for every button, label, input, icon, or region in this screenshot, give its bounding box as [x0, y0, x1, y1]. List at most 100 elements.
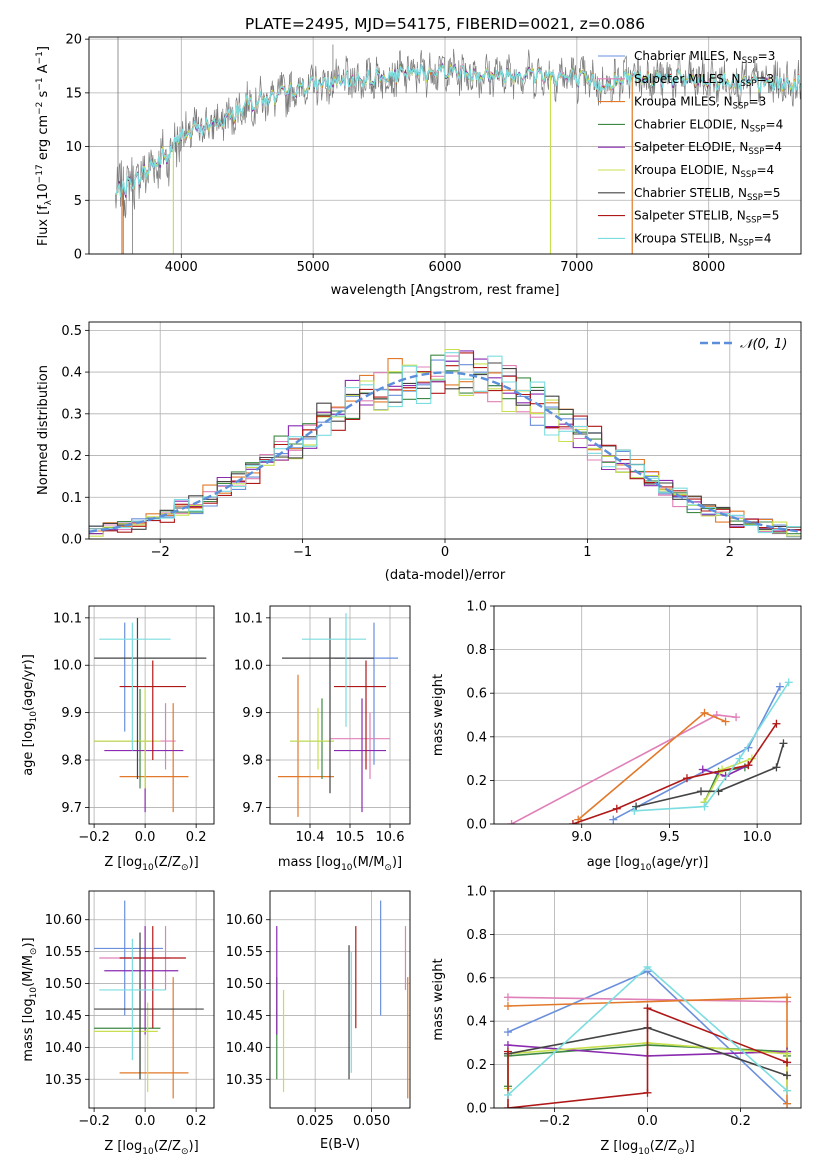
errorbar-point: [119, 703, 189, 813]
errorbar-point: [94, 688, 161, 789]
legend-gaussian-label: 𝒩(0, 1): [740, 337, 787, 352]
legend-subscript: SSP: [748, 147, 764, 157]
x-tick-label: 10.5: [336, 830, 365, 845]
x-tick-label: 0.2: [186, 830, 207, 845]
mass-weight-vs-metallicity-plot: −0.2 0.0 0.2 0.0 0.2 0.4 0.6 0.8 1.0 Z [log10(Z/Z…: [431, 885, 802, 1157]
errorbar-point: [104, 926, 179, 1035]
y-tick-label: 9.9: [61, 706, 82, 721]
mass-weight-marker: [783, 1058, 792, 1067]
mass-weight-marker: [503, 1090, 512, 1099]
plot-area: [276, 900, 409, 1099]
label-part: mass [log: [278, 855, 341, 870]
model-spectrum-line: [114, 63, 801, 198]
x-tick-label: 0.050: [353, 1114, 390, 1129]
label-part: 10: [29, 987, 39, 999]
legend-label: Chabrier MILES, NSSP=3: [634, 49, 775, 66]
label-part: 10: [142, 863, 154, 873]
y-tick-label: 10.50: [226, 977, 263, 992]
mass-weight-marker: [503, 993, 512, 1002]
y-axis-label: mass weight: [431, 958, 446, 1040]
age-vs-metallicity-plot: −0.2 0.0 0.29.79.89.910.010.1Z [log10(Z/Z⊙…: [21, 605, 215, 873]
label-part: (M/M: [21, 955, 36, 987]
label-part: )]: [189, 1139, 199, 1154]
axes-frame: [88, 890, 215, 1109]
y-tick-label: 10.45: [45, 1009, 82, 1024]
y-tick-label: 0.0: [61, 533, 82, 548]
y-tick-label: 9.8: [61, 754, 82, 769]
label-part: Z [log: [104, 1139, 142, 1154]
label-part: (M/M: [353, 855, 385, 870]
figure-title: PLATE=2495, MJD=54175, FIBERID=0021, z=0…: [245, 15, 645, 33]
label-part: age [log: [587, 855, 640, 870]
y-tick-label: 0.4: [466, 1015, 487, 1030]
mass-weight-marker: [700, 802, 709, 811]
y-tick-label: 0.0: [466, 1102, 487, 1117]
y-tick-label: 0.2: [466, 774, 487, 789]
label-part: ⊙: [384, 863, 392, 873]
legend-label: Kroupa MILES, NSSP=3: [634, 95, 766, 112]
x-tick-label: −2: [151, 545, 170, 560]
label-part: −17: [35, 164, 45, 183]
mass-weight-marker: [735, 754, 744, 763]
mass-weight-marker: [744, 761, 753, 770]
label-part: ⊙: [181, 1147, 189, 1157]
mass-weight-marker: [772, 763, 781, 772]
mass-weight-marker: [783, 993, 792, 1002]
label-part: (Z/Z: [650, 1139, 677, 1154]
x-tick-label: −0.2: [539, 1114, 571, 1129]
grid-lines: [89, 891, 214, 1108]
legend-subscript: SSP: [742, 56, 758, 66]
y-tick-label: 9.9: [242, 706, 263, 721]
errorbar-point: [119, 660, 186, 761]
errorbar-point: [99, 938, 166, 1061]
legend-name: Kroupa ELODIE, N: [634, 163, 741, 177]
mass-weight-marker: [721, 717, 730, 726]
legend-subscript: SSP: [747, 193, 763, 203]
y-tick-label: 10.45: [226, 1009, 263, 1024]
x-axis-label: mass [log10(M/M⊙)]: [278, 855, 402, 873]
x-axis-label: wavelength [Angstrom, rest frame]: [331, 283, 560, 298]
y-tick-label: 0.8: [466, 928, 487, 943]
y-tick-label: 0.8: [466, 643, 487, 658]
y-tick-label: 10.60: [226, 913, 263, 928]
plot-area: [278, 613, 398, 817]
label-part: 10: [341, 863, 353, 873]
axes-frame: [88, 321, 802, 540]
mass-weight-marker: [632, 802, 641, 811]
label-part: −1: [35, 51, 45, 64]
label-part: 10: [29, 711, 39, 723]
y-tick-label: 10.0: [234, 659, 263, 674]
y-tick-label: 0.2: [61, 449, 82, 464]
legend-subscript: SSP: [733, 102, 749, 112]
x-tick-label: 0.0: [135, 1114, 156, 1129]
errorbar-point: [94, 932, 204, 1080]
legend-label: Chabrier ELODIE, NSSP=4: [634, 117, 783, 134]
y-tick-label: 0.3: [61, 407, 82, 422]
mass-weight-marker: [568, 820, 577, 824]
mass-weight-marker: [503, 1047, 512, 1056]
label-part: A: [36, 64, 51, 77]
axes-frame: [269, 605, 411, 825]
legend-value: =4: [764, 140, 782, 154]
legend-label: Salpeter ELODIE, NSSP=4: [634, 140, 782, 157]
x-tick-label: 10.4: [296, 830, 325, 845]
errorbar-point: [94, 703, 176, 770]
legend-name: Chabrier ELODIE, N: [634, 117, 750, 131]
y-tick-label: 0.4: [466, 730, 487, 745]
errorbar-point: [119, 977, 189, 1099]
x-tick-label: 6000: [428, 260, 461, 275]
errorbar-point: [282, 617, 374, 794]
y-tick-label: 9.8: [242, 754, 263, 769]
errorbar-point: [334, 698, 386, 813]
mass-weight-marker: [697, 787, 706, 796]
errorbar-point: [94, 688, 151, 789]
y-tick-label: 9.7: [61, 801, 82, 816]
label-part: ⊙: [29, 948, 39, 956]
y-tick-label: 5: [74, 194, 82, 209]
legend-subscript: SSP: [741, 170, 757, 180]
mass-weight-marker: [783, 1086, 792, 1095]
mass-weight-marker: [503, 1002, 512, 1011]
legend-label: Salpeter STELIB, NSSP=5: [634, 209, 779, 226]
mass-weight-marker: [783, 1071, 792, 1080]
legend-name: Chabrier MILES, N: [634, 49, 742, 63]
